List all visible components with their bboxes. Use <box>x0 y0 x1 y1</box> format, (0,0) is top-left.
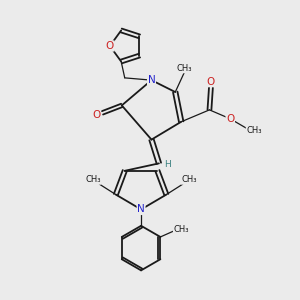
Text: O: O <box>207 76 215 87</box>
Text: O: O <box>92 110 101 120</box>
Text: CH₃: CH₃ <box>182 175 197 184</box>
Text: N: N <box>137 204 145 214</box>
Text: CH₃: CH₃ <box>85 175 101 184</box>
Text: O: O <box>226 114 234 124</box>
Text: N: N <box>148 75 155 85</box>
Text: CH₃: CH₃ <box>173 225 189 234</box>
Text: CH₃: CH₃ <box>176 64 192 73</box>
Text: H: H <box>164 160 171 169</box>
Text: CH₃: CH₃ <box>246 126 262 135</box>
Text: O: O <box>106 41 114 51</box>
